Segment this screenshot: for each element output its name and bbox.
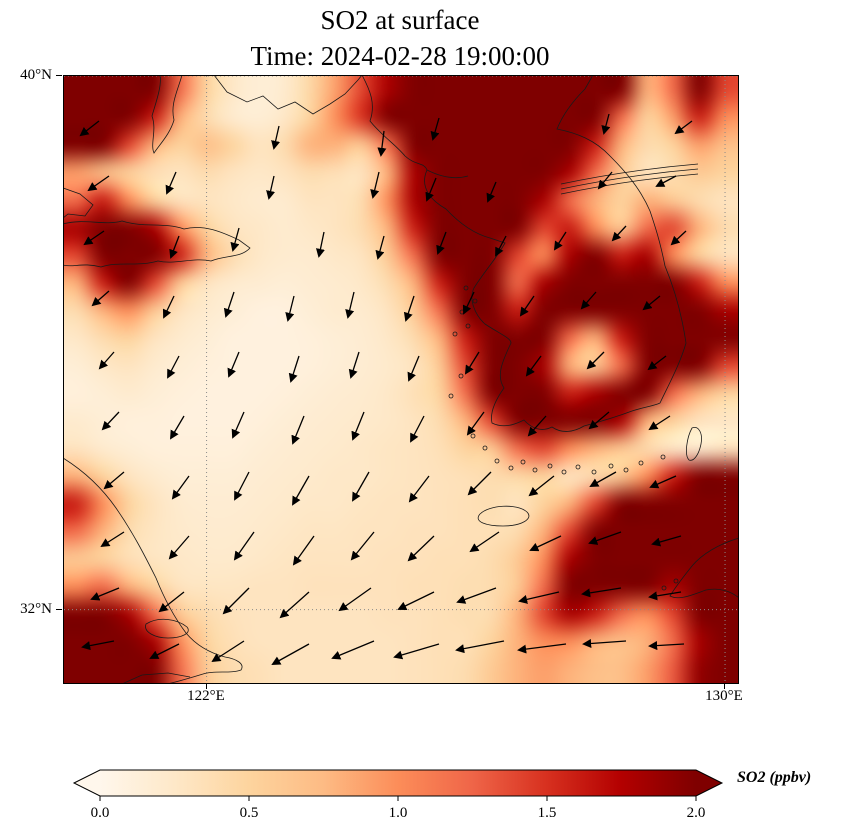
y-tick-40n: 40°N	[20, 67, 52, 83]
colorbar-label: SO2 (ppbv)	[737, 769, 811, 786]
colorbar-extend-max	[696, 770, 722, 796]
x-tickmark-122e	[206, 683, 207, 689]
svg-text:0.0: 0.0	[91, 805, 110, 821]
x-tick-130e: 130°E	[705, 688, 743, 704]
y-tickmark-40n	[56, 75, 62, 76]
chart-title: SO2 at surface	[320, 5, 480, 35]
svg-text:2.0: 2.0	[687, 805, 706, 821]
svg-text:1.0: 1.0	[389, 805, 408, 821]
svg-text:1.5: 1.5	[538, 805, 557, 821]
wind-arrows	[79, 113, 693, 665]
map-plot	[63, 75, 739, 684]
colorbar-extend-min	[74, 770, 100, 796]
colorbar-ticks: 0.0 0.5 1.0 1.5 2.0	[91, 796, 706, 821]
gridlines	[64, 76, 738, 683]
svg-text:0.5: 0.5	[240, 805, 259, 821]
coastlines	[64, 76, 738, 683]
chart-subtitle: Time: 2024-02-28 19:00:00	[250, 41, 550, 71]
y-tick-32n: 32°N	[20, 601, 52, 617]
map-overlay	[64, 76, 738, 683]
y-tickmark-32n	[56, 609, 62, 610]
colorbar: 0.0 0.5 1.0 1.5 2.0 SO2 (ppbv)	[0, 760, 841, 839]
islands	[448, 285, 679, 591]
x-tick-122e: 122°E	[187, 688, 225, 704]
colorbar-gradient	[100, 770, 696, 796]
x-tickmark-130e	[724, 683, 725, 689]
